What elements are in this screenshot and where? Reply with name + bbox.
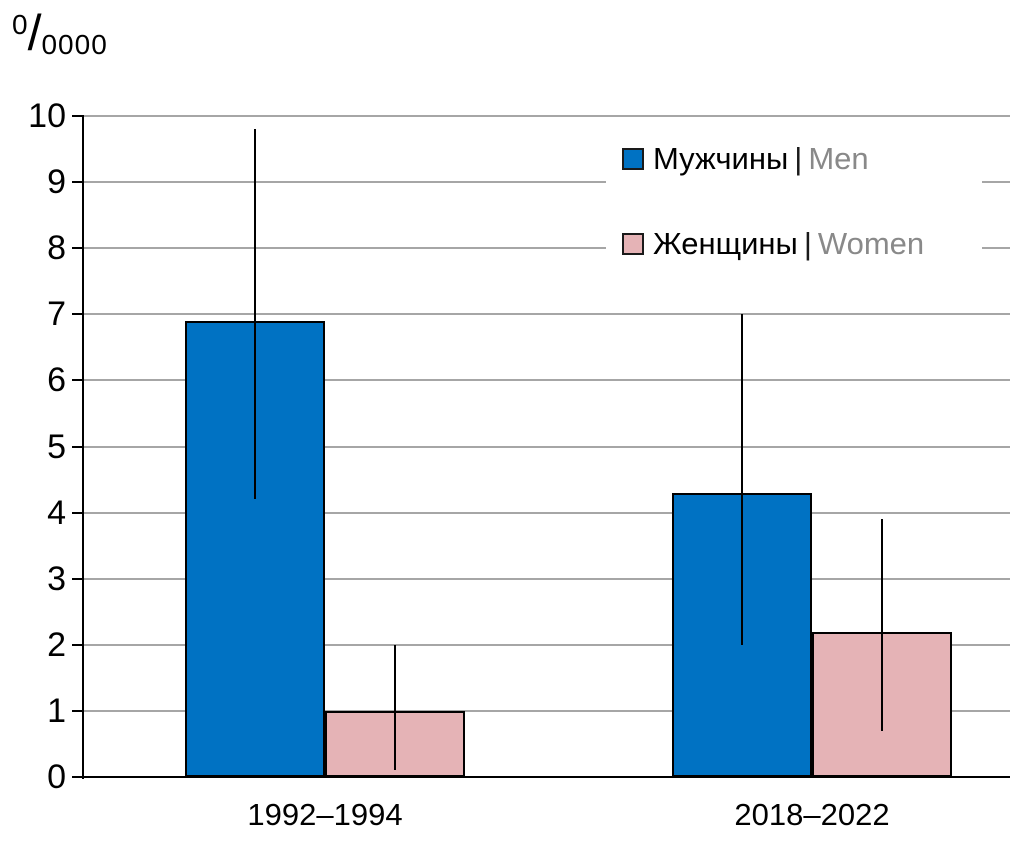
error-bar-men-2 bbox=[741, 314, 743, 645]
gridline-7 bbox=[84, 313, 1010, 316]
y-axis-unit-label: 0/0000 bbox=[12, 5, 108, 61]
legend-swatch-men bbox=[622, 147, 644, 170]
gridline-1 bbox=[84, 709, 1010, 712]
y-tick-0 bbox=[72, 776, 84, 778]
legend-item-men: Мужчины | Men bbox=[622, 143, 982, 174]
y-tick-label-10: 10 bbox=[28, 97, 66, 135]
gridline-2 bbox=[84, 643, 1010, 646]
y-tick-2 bbox=[72, 643, 84, 646]
y-tick-4 bbox=[72, 511, 84, 514]
gridline-10 bbox=[84, 115, 1010, 117]
gridline-6 bbox=[84, 379, 1010, 382]
chart-legend: Мужчины | Men Женщины | Women bbox=[606, 141, 982, 265]
y-tick-9 bbox=[72, 181, 84, 184]
y-tick-7 bbox=[72, 313, 84, 316]
legend-swatch-women bbox=[622, 232, 644, 255]
error-bar-women-1 bbox=[394, 644, 396, 771]
y-tick-label-0: 0 bbox=[47, 758, 66, 796]
y-tick-8 bbox=[72, 247, 84, 250]
y-tick-5 bbox=[72, 445, 84, 448]
legend-label-women: Женщины | Women bbox=[653, 226, 925, 261]
error-bar-men-1 bbox=[254, 129, 256, 500]
legend-label-men: Мужчины | Men bbox=[653, 141, 869, 176]
unit-subscript: 0000 bbox=[41, 29, 108, 60]
y-tick-label-8: 8 bbox=[47, 229, 66, 268]
y-tick-6 bbox=[72, 379, 84, 382]
y-tick-3 bbox=[72, 577, 84, 580]
y-tick-label-9: 9 bbox=[47, 163, 66, 202]
gridline-3 bbox=[84, 577, 1010, 580]
bar-men-1 bbox=[185, 320, 325, 777]
y-tick-label-6: 6 bbox=[47, 361, 66, 400]
x-axis-label-1: 1992–1994 bbox=[247, 797, 403, 832]
gridline-5 bbox=[84, 445, 1010, 448]
y-tick-label-3: 3 bbox=[47, 559, 66, 598]
y-tick-label-5: 5 bbox=[47, 427, 66, 466]
unit-slash: / bbox=[27, 5, 42, 61]
gridline-8 bbox=[84, 247, 1010, 250]
y-axis-line bbox=[82, 116, 84, 779]
y-tick-label-1: 1 bbox=[47, 691, 66, 730]
unit-superscript: 0 bbox=[12, 9, 28, 40]
y-tick-10 bbox=[72, 115, 84, 117]
y-tick-label-4: 4 bbox=[47, 493, 66, 532]
gridline-9 bbox=[84, 181, 1010, 184]
x-axis-label-2: 2018–2022 bbox=[734, 797, 890, 832]
y-tick-1 bbox=[72, 709, 84, 712]
error-bar-women-2 bbox=[881, 519, 883, 731]
x-axis-line bbox=[84, 776, 1010, 778]
y-tick-label-7: 7 bbox=[47, 295, 66, 334]
legend-item-women: Женщины | Women bbox=[622, 228, 982, 259]
gridline-4 bbox=[84, 511, 1010, 514]
y-tick-label-2: 2 bbox=[47, 625, 66, 664]
